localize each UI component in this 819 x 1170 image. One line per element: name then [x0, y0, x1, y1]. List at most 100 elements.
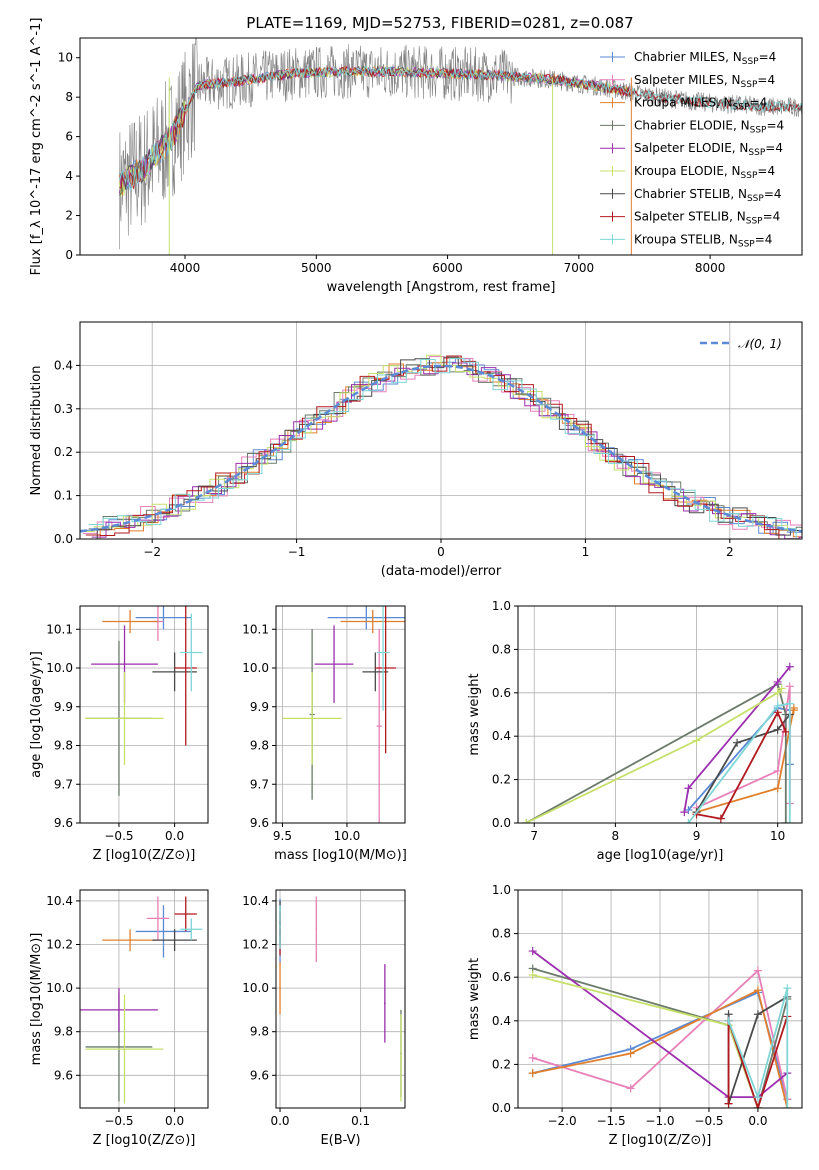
y-tick-label: 10.2	[46, 938, 73, 952]
plot-frame	[79, 37, 803, 256]
y-tick-label: 9.7	[250, 777, 269, 791]
x-tick-label: 9	[693, 829, 701, 843]
legend-subscript: SSP	[747, 194, 764, 204]
x-tick-label: 0.0	[748, 1114, 767, 1128]
x-tick-label: −0.5	[694, 1114, 723, 1128]
legend-suffix: =4	[763, 210, 781, 224]
legend-subscript: SSP	[750, 125, 767, 135]
weight-series-5	[525, 687, 783, 823]
plot-frame	[79, 889, 209, 1109]
histogram-series-2	[85, 357, 802, 539]
spectrum-lines	[118, 38, 802, 255]
weight-marker	[773, 725, 782, 734]
legend-suffix: =4	[755, 232, 773, 246]
y-tick-label: 10.1	[46, 622, 73, 636]
weight-marker	[773, 701, 782, 710]
x-axis-label: wavelength [Angstrom, rest frame]	[327, 280, 556, 295]
weight-marker	[626, 1049, 635, 1058]
y-tick-label: 9.6	[54, 816, 73, 830]
x-tick-label: 4000	[170, 261, 201, 275]
observed-spectrum	[119, 38, 802, 250]
y-tick-label: 0.1	[54, 489, 73, 503]
y-tick-label: 0.6	[492, 686, 511, 700]
x-tick-label: 5000	[301, 261, 332, 275]
weight-marker	[684, 784, 693, 793]
y-tick-label: 10.1	[242, 622, 269, 636]
weight-marker	[785, 819, 794, 823]
mass_vs_ebv-points	[279, 896, 402, 1102]
x-tick-label: 10	[770, 829, 785, 843]
y-tick-label: 10.0	[46, 661, 73, 675]
weight-series-0	[687, 707, 791, 811]
model-spectrum-8	[118, 65, 802, 193]
weight-marker	[753, 986, 762, 995]
weight-series-4	[683, 666, 791, 813]
y-axis-label: mass [log10(M/M⊙)]	[29, 933, 44, 1066]
y-tick-label: 9.6	[250, 816, 269, 830]
weight-series-2	[532, 988, 789, 1108]
y-tick-label: 0.8	[492, 927, 511, 941]
x-tick-label: 10.0	[334, 829, 361, 843]
y-tick-label: 0	[65, 248, 73, 262]
x-tick-label: −1.5	[596, 1114, 625, 1128]
weight-marker	[753, 966, 762, 975]
x-axis-label: mass [log10(M/M⊙)]	[274, 848, 407, 863]
legend-suffix: =4	[759, 50, 777, 64]
y-tick-label: 10	[58, 51, 73, 65]
histogram-series-7	[85, 355, 802, 539]
weight-marker	[781, 727, 790, 736]
legend-subscript: SSP	[748, 148, 765, 158]
y-tick-label: 8	[65, 90, 73, 104]
y-tick-label: 4	[65, 169, 73, 183]
x-tick-label: −1	[288, 545, 306, 559]
legend-label-8: Kroupa STELIB, NSSP=4	[634, 232, 772, 249]
y-tick-label: 1.0	[492, 883, 511, 897]
x-tick-label: 9.5	[273, 829, 292, 843]
legend-label-0: Chabrier MILES, NSSP=4	[634, 50, 776, 67]
y-tick-label: 10.2	[242, 938, 269, 952]
mass_vs_z-points	[80, 896, 203, 1104]
weight-marker	[773, 784, 782, 793]
plot-frame	[79, 321, 803, 540]
weight-marker	[783, 1104, 792, 1108]
x-tick-label: −1.0	[645, 1114, 674, 1128]
age_vs_mass-points	[282, 606, 405, 823]
weight-marker	[724, 1099, 733, 1108]
legend-label-3: Chabrier ELODIE, NSSP=4	[634, 118, 784, 135]
weight-marker	[753, 1010, 762, 1019]
weight_vs_age-lines	[522, 662, 798, 823]
weight-marker	[692, 736, 701, 745]
weight-marker	[783, 984, 792, 993]
y-tick-label: 0.2	[54, 445, 73, 459]
legend-suffix: =4	[757, 73, 775, 87]
y-tick-label: 0.6	[492, 970, 511, 984]
weight-marker	[773, 677, 782, 686]
weight-series-6	[695, 713, 791, 813]
plot-frame	[79, 605, 209, 824]
figure-title: PLATE=1169, MJD=52753, FIBERID=0281, z=0…	[246, 14, 633, 32]
weight-marker	[777, 684, 786, 693]
weight_vs_z-lines	[528, 947, 792, 1108]
x-tick-label: −0.5	[104, 1114, 133, 1128]
y-tick-label: 0.4	[54, 358, 73, 372]
weight-marker	[753, 1093, 762, 1102]
normal-curve	[80, 364, 802, 533]
y-axis-label: age [log10(age/yr)]	[29, 651, 44, 778]
legend-label-2: Kroupa MILES, NSSP=4	[634, 96, 767, 113]
weight-marker	[753, 1104, 762, 1108]
y-tick-label: 9.9	[250, 700, 269, 714]
x-axis-label: Z [log10(Z/Z⊙)]	[609, 1133, 712, 1148]
x-tick-label: −2.0	[547, 1114, 576, 1128]
legend-suffix: =4	[765, 141, 783, 155]
legend-suffix: =4	[764, 187, 782, 201]
plot-frame	[275, 889, 406, 1109]
y-tick-label: 10.4	[46, 894, 73, 908]
y-tick-label: 10.0	[242, 661, 269, 675]
y-tick-label: 9.8	[250, 1025, 269, 1039]
y-axis-label: Flux [f_λ 10^-17 erg cm^-2 s^-1 A^-1]	[29, 18, 44, 276]
weight-series-3	[525, 682, 787, 823]
x-tick-label: 7	[530, 829, 538, 843]
legend-label-1: Salpeter MILES, NSSP=4	[634, 73, 775, 90]
legend-suffix: =4	[757, 164, 775, 178]
weight-marker	[528, 971, 537, 980]
